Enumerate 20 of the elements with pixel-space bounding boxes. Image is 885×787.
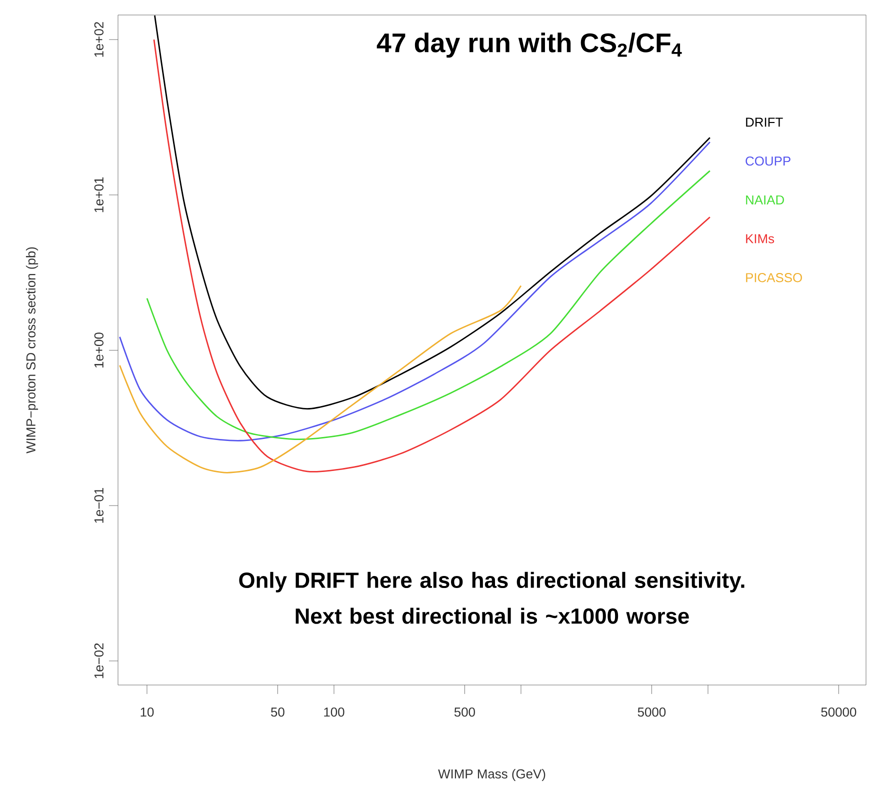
x-tick-label: 10 (140, 708, 154, 717)
x-tick-label: 500 (454, 708, 475, 717)
y-tick-label: 1e−02 (94, 643, 104, 678)
text: COUPP (746, 156, 790, 166)
x-tick-label: 5000 (638, 708, 666, 717)
x-tick-label: 100 (324, 708, 344, 717)
text: PICASSO (746, 273, 802, 282)
text: 47 day run with CS$_{2}$/CF$_{4}$ (376, 32, 682, 58)
text: NAIAD (746, 195, 784, 204)
y-tick-label: 1e+02 (94, 22, 104, 57)
y-axis-title: WIMP−proton SD cross section (pb) (26, 247, 38, 454)
text: KIMs (746, 234, 774, 244)
y-tick-label: 1e+01 (94, 177, 104, 212)
annotation: Only DRIFT here also has directional sensitivity. Next best directional is ~x1000 worse (239, 572, 744, 624)
y-tick-label: 1e+00 (94, 332, 104, 368)
x-axis-title: WIMP Mass (GeV) (438, 768, 546, 782)
text: DRIFT (746, 118, 783, 127)
y-tick-label: 1e−01 (94, 488, 104, 523)
x-tick-label: 50000 (821, 708, 856, 717)
x-tick-label: 50 (271, 708, 284, 717)
